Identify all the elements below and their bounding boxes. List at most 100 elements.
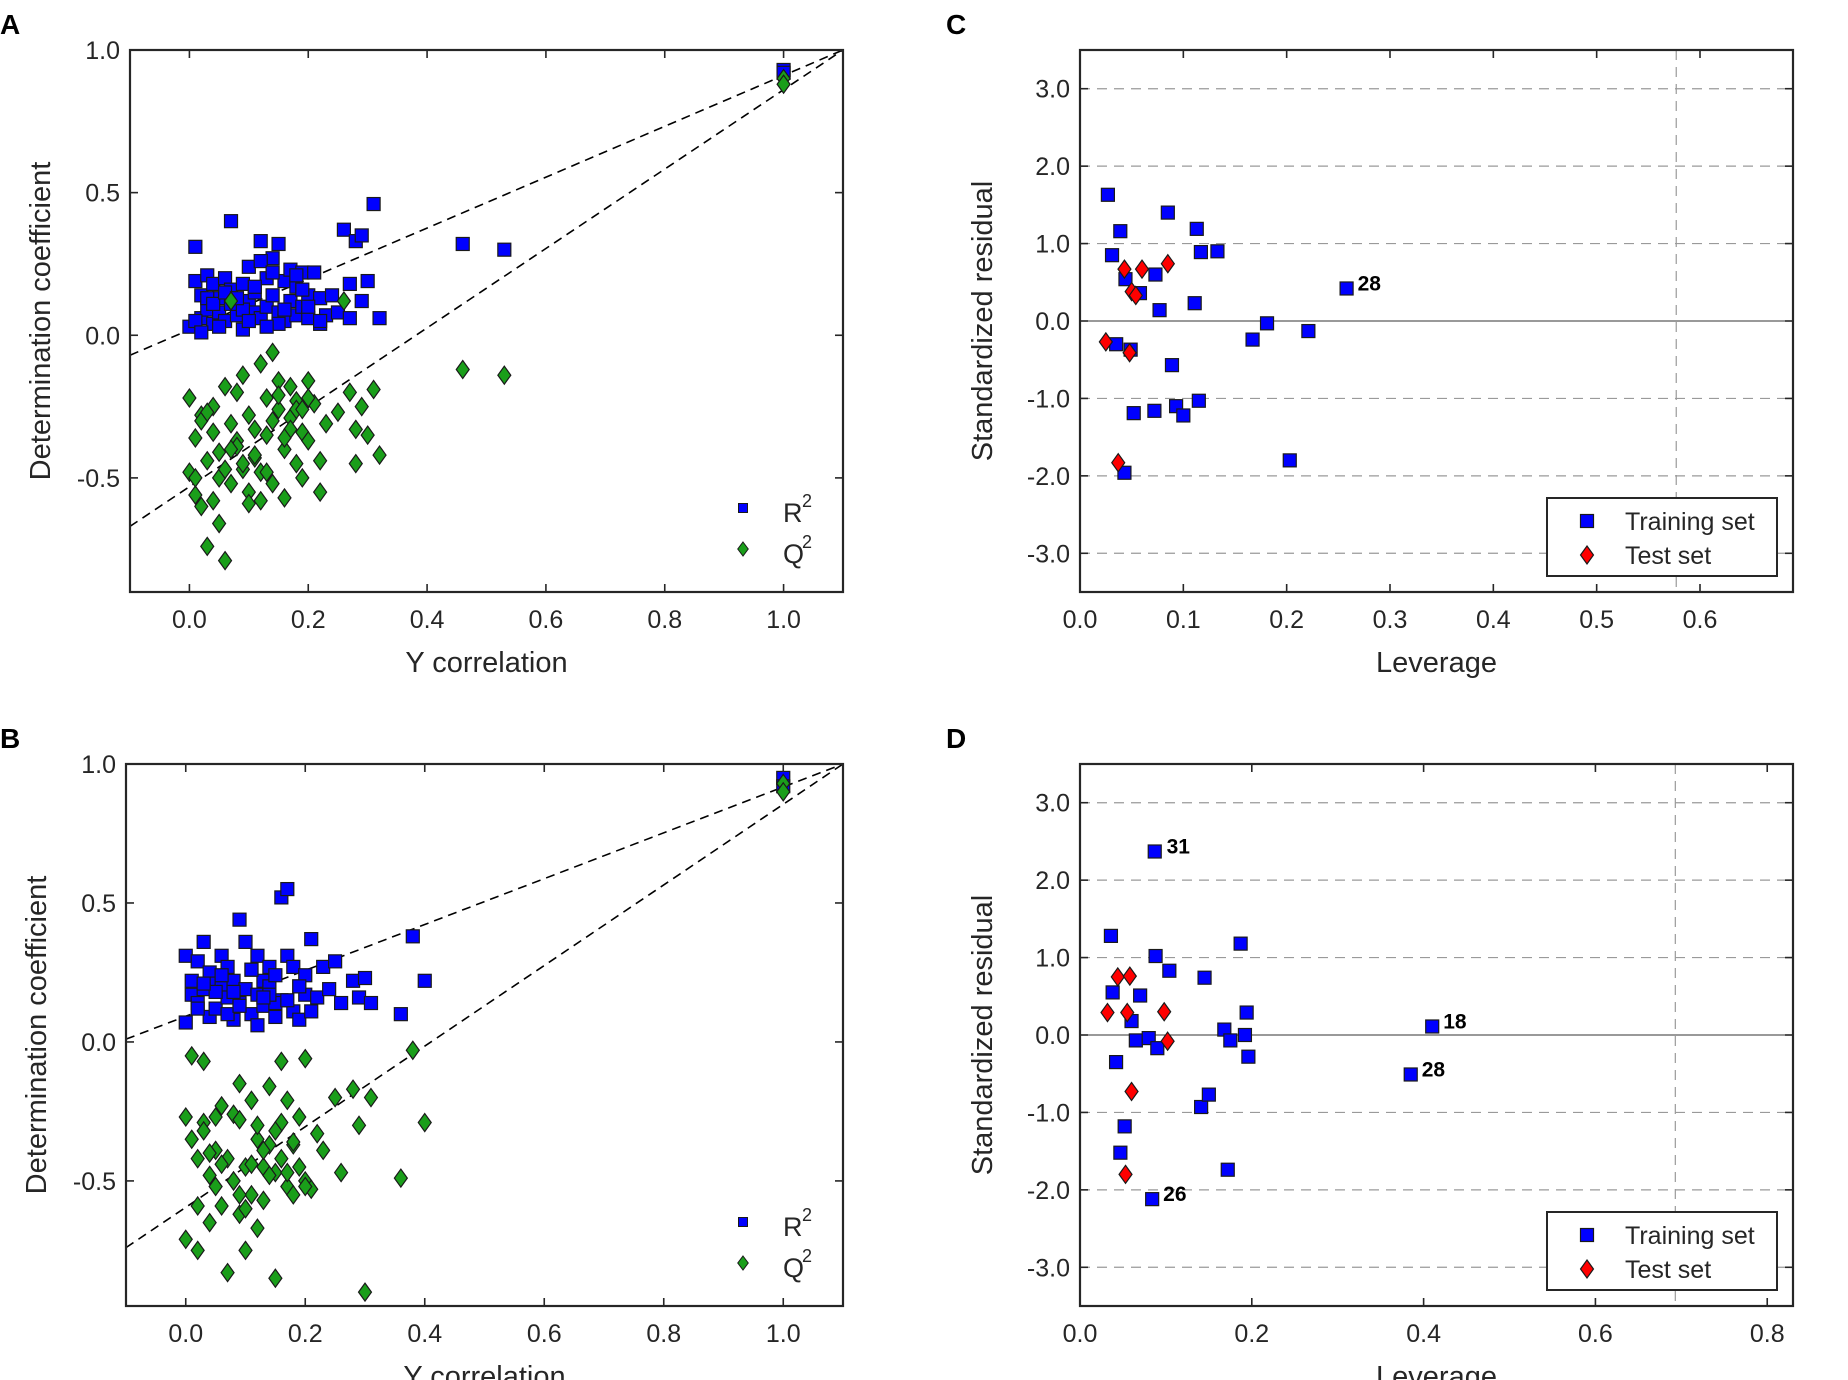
panel-c-legend-test-marker	[1579, 544, 1595, 566]
panel-c-y-tick-label: 1.0	[1035, 231, 1070, 259]
panel-a-q2-point	[312, 450, 328, 471]
panel-b-q2-point	[202, 1212, 217, 1233]
panel-c-y-axis-label: Standardized residual	[967, 181, 999, 462]
panel-c-training-set-point	[1148, 267, 1163, 282]
panel-a-q2-point	[188, 467, 203, 488]
panel-b-q2-point	[286, 1131, 301, 1153]
panel-b-r2-point	[208, 984, 223, 1000]
panel-c-training-set-point	[1259, 316, 1275, 331]
panel-a-r2-point	[265, 288, 280, 303]
panel-b-q2-point	[202, 1143, 217, 1164]
panel-b-q2-point	[238, 1240, 253, 1261]
panel-a-r2-point	[497, 242, 512, 257]
panel-a-r2-point	[206, 296, 221, 311]
panel-a-r2-point	[259, 319, 274, 334]
panel-d-point-label: 28	[1422, 1058, 1446, 1081]
panel-a-q2-point	[205, 422, 221, 443]
panel-d-training-set-point	[1241, 1049, 1256, 1064]
panel-d-training-set-point	[1150, 1041, 1165, 1056]
panel-b-x-tick-label: 0.6	[527, 1320, 562, 1348]
panel-b-r2-point	[190, 1001, 205, 1016]
panel-b-q2-point	[345, 1079, 361, 1100]
panel-a-q2-point	[295, 399, 310, 420]
panel-a-r2-point	[265, 251, 280, 266]
panel-a-q2-point	[235, 365, 251, 386]
panel-c-training-set-point	[1117, 465, 1132, 480]
panel-c-y-tick-label: 3.0	[1035, 76, 1070, 104]
panel-b-r2-point	[250, 948, 265, 963]
panel-d-y-tick-label: -2.0	[1027, 1177, 1070, 1205]
panel-d-training-set-point	[1201, 1087, 1216, 1102]
panel-c-test-set-point	[1122, 342, 1137, 363]
panel-a-q2-point	[217, 459, 233, 480]
panel-d-y-tick-label: -1.0	[1027, 1099, 1070, 1127]
panel-a-q2-point	[211, 442, 227, 463]
panel-c-y-tick-label: -1.0	[1027, 385, 1070, 413]
panel-a-chart: 0.0 0.2 0.4 0.6 0.8 1.0 -0.5 0.0 0.5 1.0 Y correla…	[25, 37, 845, 679]
panel-b-q2-point	[244, 1090, 259, 1111]
panel-b-legend-r2-marker	[738, 1217, 748, 1227]
panel-b-x-tick-label: 0.0	[168, 1320, 203, 1348]
panel-b-q2-point	[232, 1073, 247, 1094]
panel-a-r2-point	[366, 196, 381, 212]
panel-a-q2-point	[348, 419, 364, 440]
panel-a-q2-point	[330, 402, 346, 423]
panel-b-x-tick-label: 1.0	[766, 1320, 801, 1348]
panel-b-q2-point	[286, 1184, 301, 1205]
panel-b-q2-point	[214, 1095, 229, 1116]
panel-a-r2-point	[354, 228, 369, 243]
panel-b-r2-point	[268, 1009, 283, 1025]
panel-a-q2-point	[200, 536, 215, 557]
panel-c-test-set-point	[1134, 259, 1150, 280]
panel-c-training-set-point	[1245, 332, 1260, 347]
panel-a-r2-point	[241, 259, 256, 274]
panel-a-q2-point	[301, 430, 316, 451]
panel-b-q2-point	[256, 1190, 271, 1211]
panel-c-training-set-point	[1126, 406, 1141, 421]
panel-d-test-set-point	[1156, 1001, 1172, 1022]
panel-b-axes-box	[124, 762, 845, 1308]
panel-a-q2-point	[223, 439, 239, 460]
panel-b-q2-point	[178, 1229, 193, 1250]
panel-c-training-set-point	[1113, 224, 1128, 239]
panel-a-q2-point	[205, 490, 221, 511]
panel-d-test-set-point	[1122, 966, 1138, 987]
panel-a-y-tick-label: -0.5	[77, 465, 120, 493]
panel-c-legend-training-marker	[1579, 513, 1595, 529]
panel-d-training-set-point	[1113, 1145, 1128, 1160]
panel-b-q2-point	[190, 1240, 205, 1261]
panel-b-q2-point	[268, 1120, 283, 1141]
panel-a-q2-point	[265, 473, 280, 494]
panel-a-trend-line	[130, 50, 843, 528]
panel-a-r2-point	[188, 273, 203, 289]
panel-c-test-set-point	[1128, 285, 1144, 306]
panel-c-y-tick-label: 0.0	[1035, 308, 1070, 336]
panel-a-r2-point	[194, 325, 209, 340]
panel-b-x-tick-label: 0.4	[407, 1320, 442, 1348]
panel-b-x-tick-label: 0.8	[646, 1320, 681, 1348]
panel-b-q2-point	[351, 1115, 367, 1136]
panel-c-x-tick-label: 0.4	[1476, 606, 1511, 634]
panel-b-q2-point	[214, 1195, 229, 1216]
panel-a-plot-area	[130, 50, 843, 571]
panel-a-x-tick-label: 1.0	[766, 606, 801, 634]
panel-a-q2-point	[301, 370, 316, 391]
panel-d-y-axis-label: Standardized residual	[967, 895, 999, 1176]
panel-a-q2-point	[194, 496, 209, 517]
panel-a-q2-point	[354, 396, 369, 417]
panel-d-x-tick-label: 0.4	[1406, 1320, 1441, 1348]
panel-c-test-set-point	[1160, 253, 1176, 274]
panel-c-legend-box	[1546, 497, 1778, 577]
panel-a-q2-point	[348, 453, 364, 474]
panel-a-y-tick-label: 1.0	[85, 37, 120, 65]
panel-b-r2-point	[351, 990, 367, 1005]
panel-b-q2-point	[262, 1076, 277, 1097]
panel-a-legend-r2-superscript: 2	[802, 491, 812, 511]
panel-d-test-set-point	[1160, 1031, 1175, 1052]
panel-b-r2-point	[178, 948, 193, 963]
panel-a-q2-point	[776, 74, 791, 95]
panel-d-legend-box	[1546, 1211, 1778, 1291]
panel-a-q2-point	[188, 427, 203, 448]
panel-d-training-set-point	[1162, 963, 1177, 978]
